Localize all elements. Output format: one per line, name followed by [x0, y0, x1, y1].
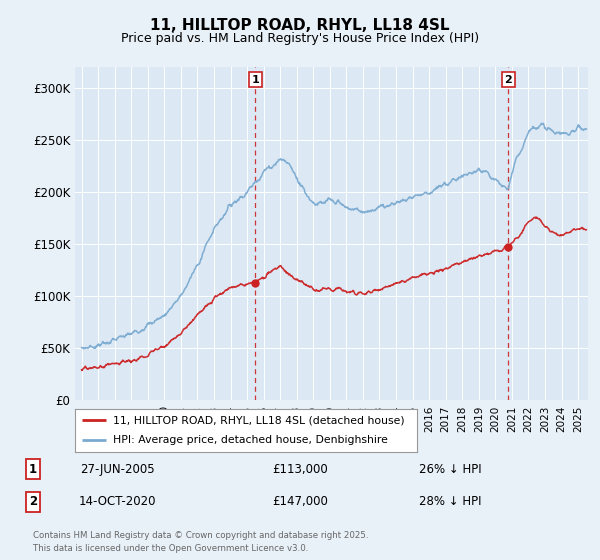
- Text: 11, HILLTOP ROAD, RHYL, LL18 4SL (detached house): 11, HILLTOP ROAD, RHYL, LL18 4SL (detach…: [113, 416, 404, 426]
- Text: 1: 1: [29, 463, 37, 476]
- Text: £147,000: £147,000: [272, 495, 328, 508]
- Text: 27-JUN-2005: 27-JUN-2005: [80, 463, 154, 476]
- Text: 2: 2: [29, 495, 37, 508]
- Text: 2: 2: [505, 74, 512, 85]
- Text: Contains HM Land Registry data © Crown copyright and database right 2025.
This d: Contains HM Land Registry data © Crown c…: [33, 531, 368, 553]
- Text: 14-OCT-2020: 14-OCT-2020: [78, 495, 156, 508]
- Text: 26% ↓ HPI: 26% ↓ HPI: [419, 463, 481, 476]
- Text: £113,000: £113,000: [272, 463, 328, 476]
- Text: HPI: Average price, detached house, Denbighshire: HPI: Average price, detached house, Denb…: [113, 435, 388, 445]
- Text: 1: 1: [251, 74, 259, 85]
- Text: 28% ↓ HPI: 28% ↓ HPI: [419, 495, 481, 508]
- Text: Price paid vs. HM Land Registry's House Price Index (HPI): Price paid vs. HM Land Registry's House …: [121, 32, 479, 45]
- Text: 11, HILLTOP ROAD, RHYL, LL18 4SL: 11, HILLTOP ROAD, RHYL, LL18 4SL: [150, 18, 450, 34]
